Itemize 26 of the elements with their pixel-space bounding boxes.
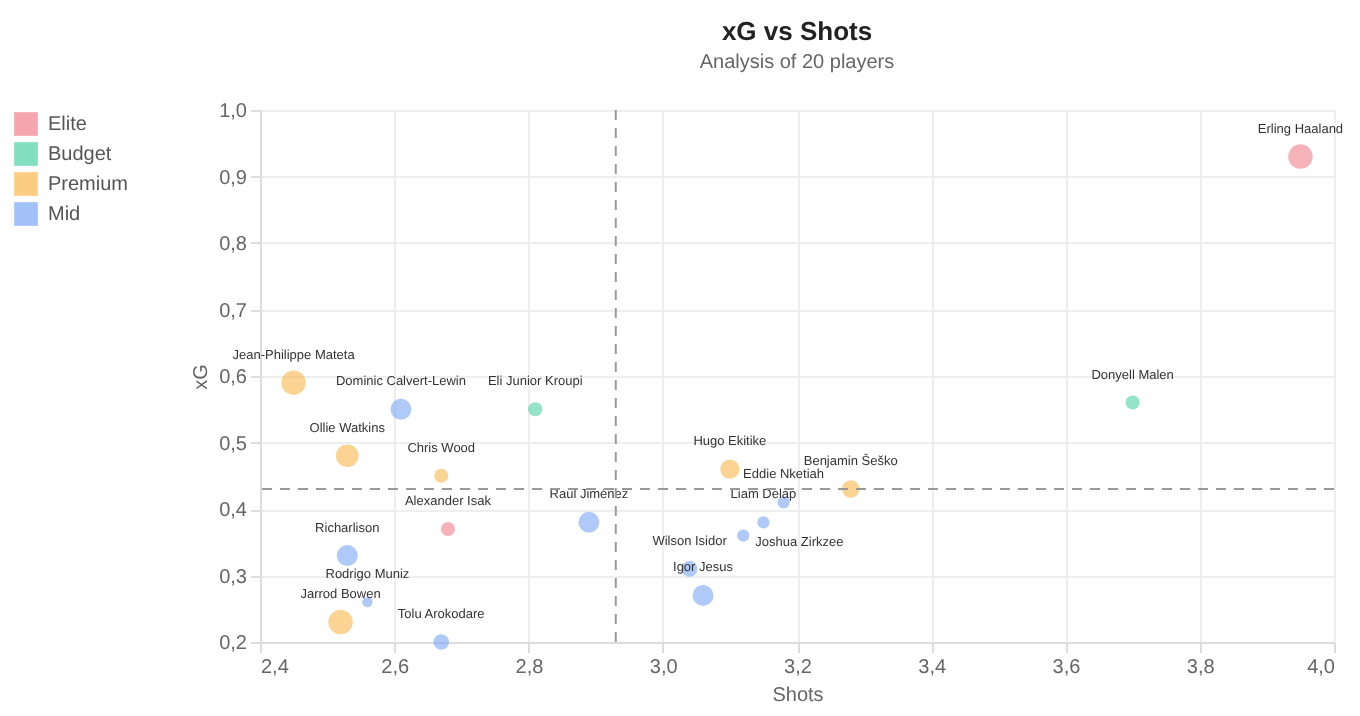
y-tick-label: 1,0 xyxy=(219,101,248,123)
x-tick-label: 3,8 xyxy=(1186,657,1216,679)
x-tick-label: 3,2 xyxy=(784,657,813,679)
y-tick-label: 0,8 xyxy=(219,234,248,256)
y-tick-label: 0,4 xyxy=(219,500,248,522)
legend-label: Elite xyxy=(48,114,88,136)
legend-label: Mid xyxy=(48,204,81,226)
x-tick-label: 3,4 xyxy=(918,657,948,679)
y-axis-title: xG xyxy=(191,363,214,390)
legend-label: Budget xyxy=(48,144,112,166)
x-axis-title: Shots xyxy=(772,685,824,707)
y-tick-label: 0,5 xyxy=(219,433,248,456)
y-tick-label: 0,9 xyxy=(219,167,248,190)
x-tick-label: 3,6 xyxy=(1052,657,1082,679)
y-tick-label: 0,6 xyxy=(219,367,248,389)
y-tick-label: 0,7 xyxy=(219,300,248,323)
y-tick-label: 0,2 xyxy=(219,633,248,655)
x-tick-label: 2,6 xyxy=(381,657,411,679)
y-tick-label: 0,3 xyxy=(219,566,248,589)
chart-title: xG vs Shots xyxy=(721,16,873,46)
legend-label: Premium xyxy=(48,174,129,196)
x-tick-label: 2,4 xyxy=(261,657,290,679)
x-tick-label: 4,0 xyxy=(1307,657,1336,679)
x-tick-label: 2,8 xyxy=(515,657,545,679)
chart-subtitle: Analysis of 20 players xyxy=(699,52,895,74)
x-tick-label: 3,0 xyxy=(649,657,679,679)
